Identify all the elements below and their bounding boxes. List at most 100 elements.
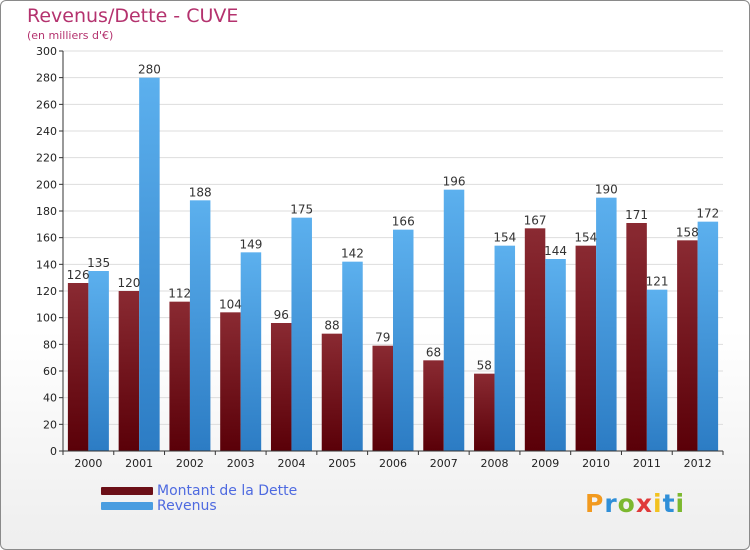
data-label: 104	[219, 297, 242, 311]
x-tick-label: 2012	[684, 457, 712, 470]
data-label: 190	[595, 183, 618, 197]
proxiti-logo: Proxiti	[585, 489, 685, 518]
data-label: 88	[324, 319, 339, 333]
bar-revenus	[697, 221, 719, 451]
data-label: 154	[574, 231, 597, 245]
y-tick-label: 300	[36, 45, 57, 58]
data-label: 112	[168, 287, 191, 301]
data-label: 196	[443, 175, 466, 189]
bar-revenus	[646, 289, 668, 451]
y-tick-label: 260	[36, 98, 57, 111]
x-tick-label: 2010	[582, 457, 610, 470]
logo-letter: r	[604, 489, 618, 518]
bar-dette	[372, 345, 393, 451]
axes: 0 20 40 60 80 100 120 140 160 180 200 220 240 260 280 3…	[36, 45, 724, 470]
bar-dette	[474, 373, 495, 451]
data-label: 144	[544, 244, 567, 258]
bar-dette	[270, 323, 292, 451]
logo-letter: i	[675, 489, 686, 518]
data-label: 154	[493, 231, 516, 245]
data-label: 175	[290, 203, 313, 217]
bar-revenus	[596, 197, 617, 451]
data-label: 149	[239, 237, 262, 251]
legend-label-revenus: Revenus	[157, 498, 217, 514]
bar-revenus	[240, 252, 262, 451]
bar-dette	[423, 360, 444, 451]
data-label: 96	[274, 308, 289, 322]
legend-label-dette: Montant de la Dette	[157, 483, 298, 499]
y-tick-label: 160	[36, 232, 57, 245]
bar-revenus	[291, 217, 312, 451]
data-label: 58	[477, 359, 492, 373]
bar-revenus	[494, 245, 516, 451]
y-tick-label: 80	[43, 338, 57, 351]
logo-letter: x	[635, 489, 653, 518]
data-label: 171	[625, 208, 648, 222]
data-label: 68	[426, 345, 441, 359]
bar-dette	[575, 245, 597, 451]
x-tick-label: 2004	[277, 457, 305, 470]
data-label: 79	[375, 331, 390, 345]
x-tick-label: 2005	[328, 457, 356, 470]
bar-revenus	[443, 189, 465, 451]
logo-letter: i	[653, 489, 663, 518]
bar-dette	[169, 301, 190, 451]
bar-dette	[67, 283, 89, 451]
data-label: 280	[138, 63, 161, 77]
data-label: 142	[341, 247, 364, 261]
data-label: 120	[117, 276, 140, 290]
bar-dette	[321, 333, 343, 451]
data-label: 158	[676, 225, 699, 239]
chart-title: Revenus/Dette - CUVE	[27, 5, 239, 27]
y-tick-label: 180	[36, 205, 57, 218]
x-tick-label: 2001	[125, 457, 153, 470]
x-tick-label: 2006	[379, 457, 407, 470]
x-tick-label: 2003	[227, 457, 255, 470]
logo-letter: t	[662, 489, 676, 518]
y-tick-label: 280	[36, 72, 57, 85]
legend-swatch-revenus	[101, 502, 153, 510]
bar-revenus	[139, 77, 160, 452]
y-tick-label: 100	[36, 312, 57, 325]
data-label: 166	[392, 215, 415, 229]
logo-letter: P	[585, 489, 605, 518]
x-tick-label: 2000	[74, 457, 102, 470]
y-tick-label: 0	[50, 445, 57, 458]
data-label: 126	[67, 268, 90, 282]
x-tick-label: 2007	[430, 457, 458, 470]
legend-swatch-dette	[101, 487, 153, 495]
y-tick-label: 220	[36, 152, 57, 165]
bar-dette	[524, 228, 546, 451]
chart-subtitle: (en milliers d'€)	[27, 29, 114, 42]
y-tick-label: 240	[36, 125, 57, 138]
bar-revenus	[393, 229, 414, 451]
bar-revenus	[342, 261, 363, 451]
data-label: 121	[646, 275, 669, 289]
bar-dette	[118, 291, 140, 451]
bar-dette	[626, 223, 647, 451]
data-label: 188	[189, 185, 212, 199]
y-tick-label: 60	[43, 365, 57, 378]
bar-dette	[677, 240, 698, 451]
data-label: 167	[524, 213, 547, 227]
x-tick-label: 2011	[633, 457, 661, 470]
bar-revenus	[545, 259, 566, 451]
y-tick-label: 20	[43, 418, 57, 431]
y-tick-label: 200	[36, 178, 57, 191]
x-tick-label: 2002	[176, 457, 204, 470]
y-tick-label: 120	[36, 285, 57, 298]
x-tick-label: 2008	[481, 457, 509, 470]
bar-dette	[220, 312, 241, 451]
bars	[67, 77, 719, 452]
bar-revenus	[88, 271, 109, 451]
bar-revenus	[189, 200, 211, 451]
y-tick-label: 40	[43, 392, 57, 405]
x-tick-label: 2009	[531, 457, 559, 470]
data-label: 172	[696, 207, 719, 221]
data-label: 135	[87, 256, 110, 270]
y-tick-label: 140	[36, 258, 57, 271]
logo-letter: o	[617, 489, 636, 518]
